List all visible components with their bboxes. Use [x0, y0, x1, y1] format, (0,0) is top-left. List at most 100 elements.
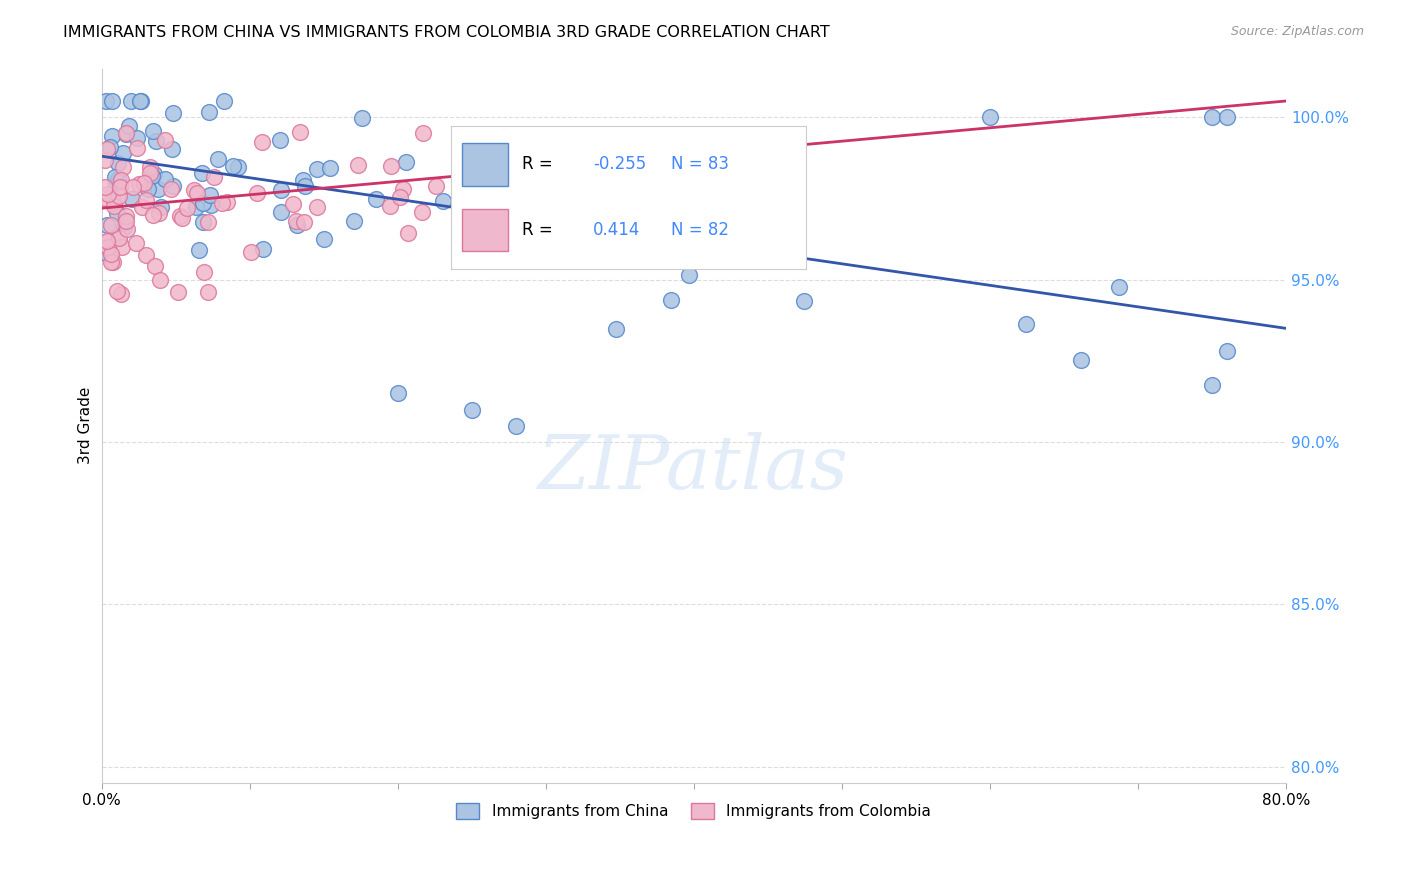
Point	[115, 127, 138, 141]
Point	[432, 194, 454, 208]
Point	[250, 136, 273, 150]
Point	[136, 182, 159, 196]
Point	[107, 229, 129, 244]
Point	[94, 179, 117, 194]
Point	[396, 226, 419, 240]
Point	[678, 268, 700, 282]
Point	[1015, 317, 1038, 331]
Point	[148, 206, 170, 220]
Point	[153, 133, 176, 147]
Point	[153, 171, 176, 186]
Point	[121, 179, 143, 194]
Point	[474, 244, 496, 258]
Point	[198, 188, 221, 202]
Point	[127, 141, 149, 155]
Point	[569, 244, 592, 259]
Point	[191, 195, 214, 210]
Point	[100, 254, 122, 268]
Point	[412, 126, 434, 140]
Point	[141, 169, 163, 183]
Point	[96, 94, 118, 108]
Point	[294, 178, 316, 193]
Point	[149, 200, 172, 214]
Point	[312, 232, 335, 246]
Point	[108, 231, 131, 245]
Point	[392, 182, 415, 196]
Text: Source: ZipAtlas.com: Source: ZipAtlas.com	[1230, 25, 1364, 38]
Point	[252, 242, 274, 256]
Point	[142, 124, 165, 138]
Point	[1201, 110, 1223, 124]
Point	[204, 170, 226, 185]
Point	[488, 240, 510, 254]
Point	[394, 155, 416, 169]
Point	[221, 159, 243, 173]
Point	[343, 214, 366, 228]
Point	[145, 134, 167, 148]
Point	[142, 208, 165, 222]
Point	[115, 209, 138, 223]
Point	[100, 219, 122, 233]
Point	[488, 198, 510, 212]
Point	[675, 232, 697, 246]
Point	[172, 211, 194, 225]
Point	[183, 184, 205, 198]
Point	[134, 177, 156, 191]
Point	[198, 104, 221, 119]
Point	[751, 235, 773, 249]
Point	[110, 286, 132, 301]
Point	[460, 145, 482, 159]
Point	[387, 386, 409, 401]
Point	[505, 418, 527, 433]
Point	[100, 94, 122, 108]
Point	[1216, 110, 1239, 124]
Point	[1201, 377, 1223, 392]
Text: ZIPatlas: ZIPatlas	[538, 433, 849, 505]
Point	[97, 234, 120, 248]
Point	[110, 173, 132, 187]
Point	[167, 285, 190, 300]
Point	[115, 126, 138, 140]
Legend: Immigrants from China, Immigrants from Colombia: Immigrants from China, Immigrants from C…	[450, 797, 938, 825]
Point	[110, 180, 132, 194]
Point	[226, 160, 249, 174]
Point	[98, 140, 121, 154]
Point	[143, 167, 166, 181]
Point	[211, 196, 233, 211]
Point	[464, 216, 486, 230]
Point	[389, 190, 412, 204]
Point	[193, 265, 215, 279]
Point	[97, 186, 120, 201]
Point	[104, 170, 127, 185]
Point	[187, 243, 209, 257]
Point	[538, 226, 561, 240]
Point	[380, 159, 402, 173]
Point	[111, 145, 134, 160]
Point	[139, 166, 162, 180]
Point	[96, 246, 118, 260]
Point	[139, 160, 162, 174]
Point	[456, 188, 478, 202]
Point	[425, 179, 447, 194]
Point	[269, 133, 291, 147]
Point	[347, 158, 370, 172]
Point	[240, 245, 263, 260]
Point	[107, 171, 129, 186]
Point	[305, 162, 328, 177]
Point	[111, 160, 134, 174]
Point	[176, 201, 198, 215]
Point	[366, 192, 388, 206]
Point	[305, 201, 328, 215]
Point	[489, 178, 512, 192]
Point	[131, 94, 153, 108]
Point	[107, 189, 129, 203]
Point	[1070, 353, 1092, 368]
Point	[979, 110, 1001, 124]
Point	[270, 205, 292, 219]
Point	[380, 199, 402, 213]
Point	[105, 176, 128, 190]
Point	[285, 219, 308, 233]
Point	[115, 214, 138, 228]
Point	[96, 218, 118, 232]
Point	[471, 168, 494, 182]
